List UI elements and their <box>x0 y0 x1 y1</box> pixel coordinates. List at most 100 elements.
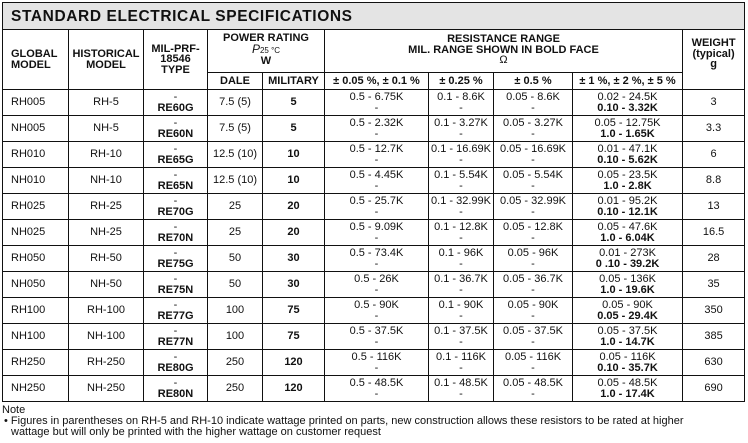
header-resistance-range: RESISTANCE RANGE MIL. RANGE SHOWN IN BOLD… <box>324 29 683 73</box>
table-row: NH050 NH-50- RE75N 50 30 0.5 - 26K -0.1 - 36.7… <box>2 271 746 298</box>
range-005-01-cell: 0.5 - 90K - <box>324 297 429 324</box>
range-1-2-5-cell: 0.05 - 48.5K 1.0 - 17.4K <box>572 375 683 402</box>
table-row: RH025 RH-25- RE70G 25 20 0.5 - 25.7K -0.1 - 32… <box>2 193 746 220</box>
dale-power-cell: 12.5 (10) <box>207 167 263 194</box>
military-power-cell: 75 <box>262 323 325 350</box>
table-title: STANDARD ELECTRICAL SPECIFICATIONS <box>1 2 746 30</box>
range-005-01-cell: 0.5 - 37.5K - <box>324 323 429 350</box>
note-line-1: • Figures in parentheses on RH-5 and RH-… <box>4 415 684 427</box>
range-025-cell: 0.1 - 16.69K - <box>428 141 494 168</box>
military-power-cell: 20 <box>262 193 325 220</box>
table-row: RH250 RH-250- RE80G 250 120 0.5 - 116K -0.1 - … <box>2 349 746 376</box>
range-1-2-5-cell: 0.05 - 12.75K 1.0 - 1.65K <box>572 115 683 142</box>
range-1-2-5-cell: 0.02 - 24.5K 0.10 - 3.32K <box>572 89 683 116</box>
header-power-rating: POWER RATING P25 °C W <box>207 29 325 73</box>
note-label: Note <box>2 404 26 416</box>
table-row: NH250 NH-250- RE80N 250 120 0.5 - 48.5K -0.1 -… <box>2 375 746 402</box>
military-power-cell: 75 <box>262 297 325 324</box>
dale-power-cell: 7.5 (5) <box>207 89 263 116</box>
historical-model-cell: NH-10 <box>68 167 144 194</box>
historical-model-cell: NH-25 <box>68 219 144 246</box>
header-global-model: GLOBAL MODEL <box>2 29 69 90</box>
mil-type-cell: - RE77G <box>143 297 208 324</box>
global-model-cell: NH025 <box>2 219 69 246</box>
range-05-cell: 0.05 - 8.6K - <box>493 89 573 116</box>
military-power-cell: 10 <box>262 141 325 168</box>
range-025-cell: 0.1 - 37.5K - <box>428 323 494 350</box>
weight-cell: 28 <box>681 245 746 272</box>
historical-model-cell: RH-5 <box>68 89 144 116</box>
military-power-cell: 20 <box>262 219 325 246</box>
header-historical-model: HISTORICAL MODEL <box>68 29 144 90</box>
range-1-2-5-cell: 0.01 - 273K 0 .10 - 39.2K <box>572 245 683 272</box>
range-025-cell: 0.1 - 90K - <box>428 297 494 324</box>
military-power-cell: 10 <box>262 167 325 194</box>
range-025-cell: 0.1 - 8.6K - <box>428 89 494 116</box>
mil-type-cell: - RE77N <box>143 323 208 350</box>
global-model-cell: NH010 <box>2 167 69 194</box>
table-row: NH025 NH-25- RE70N 25 20 0.5 - 9.09K -0.1 - 12… <box>2 219 746 246</box>
dale-power-cell: 250 <box>207 375 263 402</box>
global-model-cell: RH005 <box>2 89 69 116</box>
military-power-cell: 30 <box>262 271 325 298</box>
global-model-cell: NH100 <box>2 323 69 350</box>
historical-model-cell: NH-100 <box>68 323 144 350</box>
military-power-cell: 5 <box>262 115 325 142</box>
range-005-01-cell: 0.5 - 25.7K - <box>324 193 429 220</box>
global-model-cell: NH005 <box>2 115 69 142</box>
mil-type-cell: - RE80N <box>143 375 208 402</box>
range-05-cell: 0.05 - 90K - <box>493 297 573 324</box>
range-025-cell: 0.1 - 116K - <box>428 349 494 376</box>
range-005-01-cell: 0.5 - 26K - <box>324 271 429 298</box>
historical-model-cell: RH-50 <box>68 245 144 272</box>
weight-cell: 385 <box>681 323 746 350</box>
weight-cell: 690 <box>681 375 746 402</box>
mil-type-cell: - RE80G <box>143 349 208 376</box>
table-row: NH005 NH-5- RE60N 7.5 (5) 5 0.5 - 2.32K -0.1 -… <box>2 115 746 142</box>
range-05-cell: 0.05 - 12.8K - <box>493 219 573 246</box>
mil-type-cell: - RE65G <box>143 141 208 168</box>
weight-cell: 3 <box>681 89 746 116</box>
range-1-2-5-cell: 0.05 - 90K 0.05 - 29.4K <box>572 297 683 324</box>
global-model-cell: NH050 <box>2 271 69 298</box>
range-05-cell: 0.05 - 116K - <box>493 349 573 376</box>
historical-model-cell: RH-100 <box>68 297 144 324</box>
weight-cell: 13 <box>681 193 746 220</box>
military-power-cell: 30 <box>262 245 325 272</box>
mil-type-cell: - RE70N <box>143 219 208 246</box>
range-1-2-5-cell: 0.01 - 95.2K 0.10 - 12.1K <box>572 193 683 220</box>
global-model-cell: NH250 <box>2 375 69 402</box>
electrical-specifications-table: STANDARD ELECTRICAL SPECIFICATIONS GLOBA… <box>1 2 746 402</box>
range-025-cell: 0.1 - 12.8K - <box>428 219 494 246</box>
dale-power-cell: 100 <box>207 323 263 350</box>
range-05-cell: 0.05 - 32.99K - <box>493 193 573 220</box>
dale-power-cell: 250 <box>207 349 263 376</box>
historical-model-cell: RH-250 <box>68 349 144 376</box>
range-005-01-cell: 0.5 - 6.75K - <box>324 89 429 116</box>
mil-type-cell: - RE60N <box>143 115 208 142</box>
range-05-cell: 0.05 - 3.27K - <box>493 115 573 142</box>
header-weight: WEIGHT (typical) g <box>681 29 746 90</box>
global-model-cell: RH050 <box>2 245 69 272</box>
table-row: RH100 RH-100- RE77G 100 75 0.5 - 90K -0.1 - 90… <box>2 297 746 324</box>
header-tol-005-01: ± 0.05 %, ± 0.1 % <box>324 72 429 90</box>
range-1-2-5-cell: 0.05 - 47.6K 1.0 - 6.04K <box>572 219 683 246</box>
mil-type-cell: - RE70G <box>143 193 208 220</box>
range-1-2-5-cell: 0.05 - 116K 0.10 - 35.7K <box>572 349 683 376</box>
header-military: MILITARY <box>262 72 325 90</box>
historical-model-cell: NH-5 <box>68 115 144 142</box>
historical-model-cell: NH-250 <box>68 375 144 402</box>
range-025-cell: 0.1 - 5.54K - <box>428 167 494 194</box>
dale-power-cell: 25 <box>207 219 263 246</box>
range-025-cell: 0.1 - 3.27K - <box>428 115 494 142</box>
global-model-cell: RH010 <box>2 141 69 168</box>
range-1-2-5-cell: 0.05 - 136K 1.0 - 19.6K <box>572 271 683 298</box>
military-power-cell: 5 <box>262 89 325 116</box>
weight-cell: 3.3 <box>681 115 746 142</box>
mil-type-cell: - RE65N <box>143 167 208 194</box>
range-025-cell: 0.1 - 48.5K - <box>428 375 494 402</box>
mil-type-cell: - RE75N <box>143 271 208 298</box>
range-025-cell: 0.1 - 32.99K - <box>428 193 494 220</box>
range-1-2-5-cell: 0.05 - 23.5K 1.0 - 2.8K <box>572 167 683 194</box>
header-tol-1-2-5: ± 1 %, ± 2 %, ± 5 % <box>572 72 683 90</box>
